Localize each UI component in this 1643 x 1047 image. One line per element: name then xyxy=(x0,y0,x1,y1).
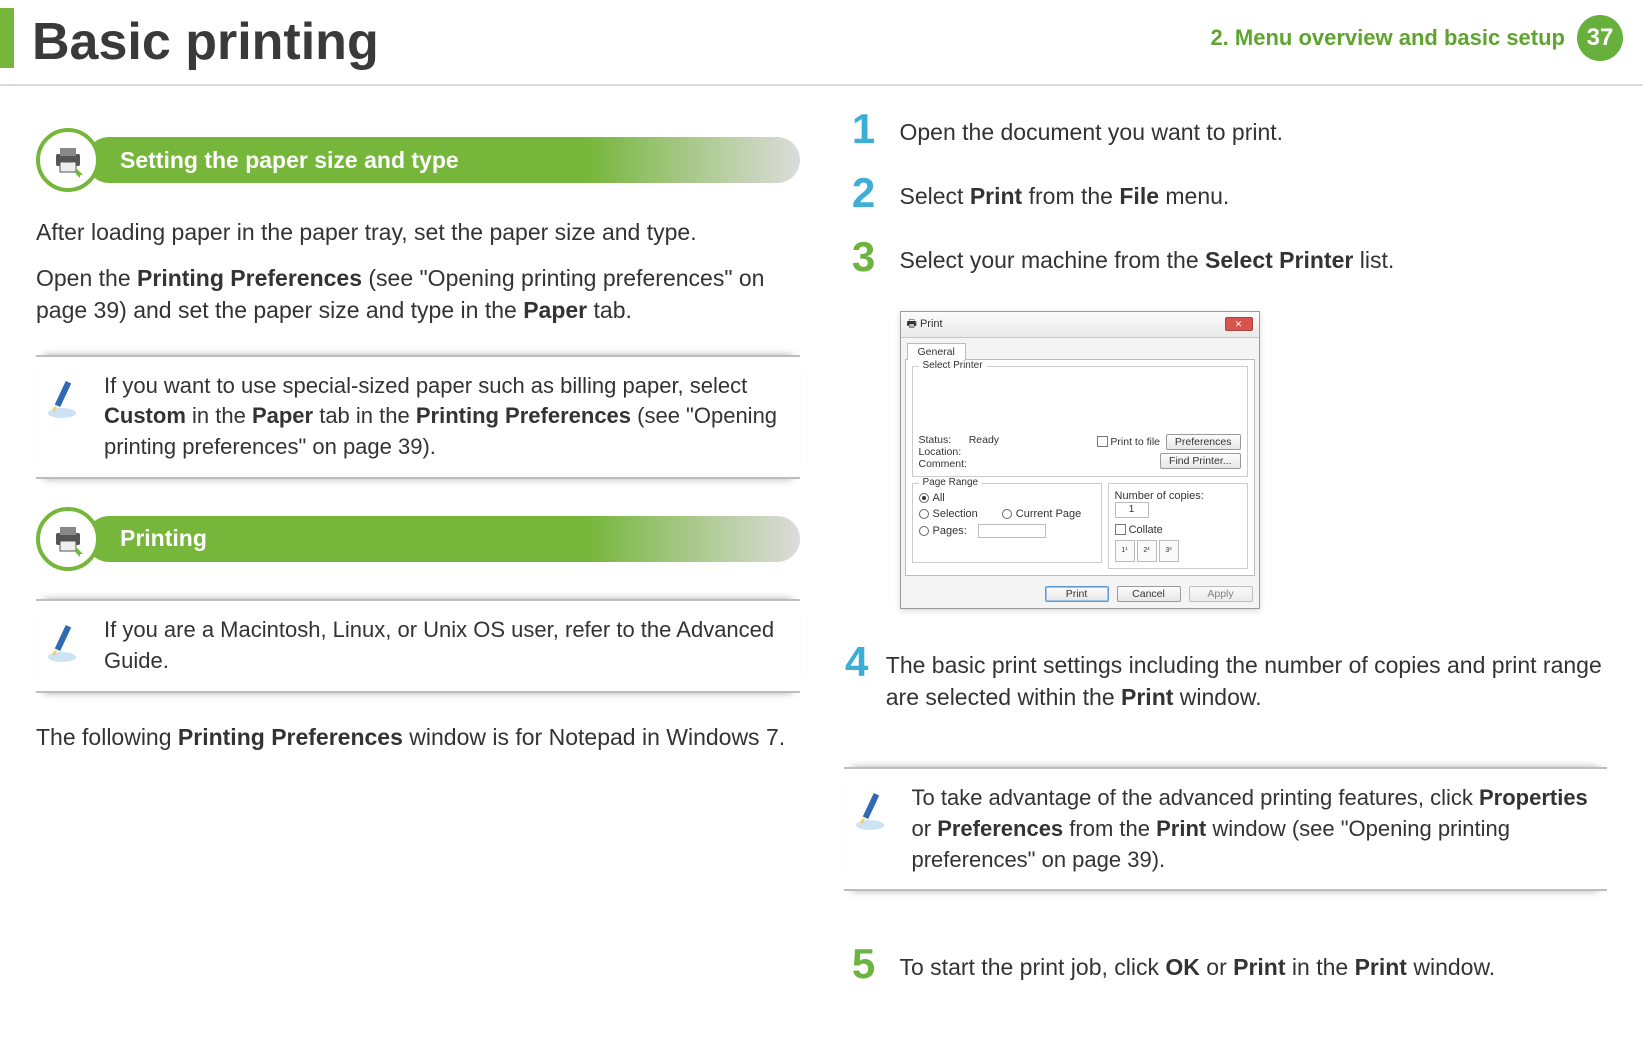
group-select-printer: Select Printer Status: Ready Location: C… xyxy=(912,366,1248,477)
print-dialog: 🖶 Print ✕ General Select Printer Status xyxy=(900,311,1260,609)
collate-preview: 1¹ 2² 3³ xyxy=(1115,540,1241,562)
step-5: 5 To start the print job, click OK or Pr… xyxy=(844,945,1608,983)
step-number: 3 xyxy=(844,238,884,276)
radio-pages[interactable]: Pages: xyxy=(919,524,1095,538)
tab-general[interactable]: General xyxy=(907,343,966,360)
printer-icon-svg xyxy=(50,142,86,178)
dialog-footer: Print Cancel Apply xyxy=(901,580,1259,608)
find-printer-button[interactable]: Find Printer... xyxy=(1160,453,1240,469)
comment-label: Comment: xyxy=(919,458,1000,470)
printer-icon xyxy=(36,128,100,192)
copies-spinner[interactable]: 1 xyxy=(1115,502,1149,518)
steps-list: 1 Open the document you want to print. 2… xyxy=(844,110,1608,984)
right-column: 1 Open the document you want to print. 2… xyxy=(844,110,1608,984)
dialog-close-button[interactable]: ✕ xyxy=(1225,317,1253,331)
banner-paper-title: Setting the paper size and type xyxy=(86,137,800,183)
step-3-text: Select your machine from the Select Prin… xyxy=(900,238,1395,276)
para-notepad-win7: The following Printing Preferences windo… xyxy=(36,721,800,753)
status-value: Ready xyxy=(969,434,999,446)
collate-label: Collate xyxy=(1129,524,1163,536)
collate-checkbox[interactable] xyxy=(1115,524,1126,535)
step-4: 4 The basic print settings including the… xyxy=(844,643,1608,713)
note-pencil-icon xyxy=(848,787,896,835)
group-page-range: Page Range All Selection Current Page Pa… xyxy=(912,483,1102,563)
step-number: 5 xyxy=(844,945,884,983)
section-banner-printing: Printing xyxy=(36,507,800,571)
group-select-printer-label: Select Printer xyxy=(919,360,987,371)
left-column: Setting the paper size and type After lo… xyxy=(36,110,800,984)
note-mac-linux-text: If you are a Macintosh, Linux, or Unix O… xyxy=(104,615,796,677)
printer-list-area[interactable] xyxy=(919,373,1241,428)
print-to-file-checkbox[interactable] xyxy=(1097,436,1108,447)
print-dialog-screenshot: 🖶 Print ✕ General Select Printer Status xyxy=(900,311,1608,609)
step-2-text: Select Print from the File menu. xyxy=(900,174,1230,212)
note-custom-paper-text: If you want to use special-sized paper s… xyxy=(104,371,796,463)
status-label: Status: xyxy=(919,434,952,446)
step-number: 4 xyxy=(844,643,870,681)
para-open-prefs: Open the Printing Preferences (see "Open… xyxy=(36,262,800,326)
step-3: 3 Select your machine from the Select Pr… xyxy=(844,238,1608,276)
step-1: 1 Open the document you want to print. xyxy=(844,110,1608,148)
note-advanced-features-text: To take advantage of the advanced printi… xyxy=(912,783,1604,875)
step-2: 2 Select Print from the File menu. xyxy=(844,174,1608,212)
print-to-file-label: Print to file xyxy=(1110,436,1160,448)
note-custom-paper: If you want to use special-sized paper s… xyxy=(36,355,800,479)
step-number: 1 xyxy=(844,110,884,148)
step-4-text: The basic print settings including the n… xyxy=(886,643,1607,713)
dialog-body: Select Printer Status: Ready Location: C… xyxy=(905,359,1255,576)
note-mac-linux: If you are a Macintosh, Linux, or Unix O… xyxy=(36,599,800,693)
section-banner-paper: Setting the paper size and type xyxy=(36,128,800,192)
page-number-badge: 37 xyxy=(1577,15,1623,61)
status-row: Status: Ready Location: Comment: Print t… xyxy=(919,434,1241,470)
chapter-label: 2. Menu overview and basic setup xyxy=(1210,25,1565,51)
step-5-text: To start the print job, click OK or Prin… xyxy=(900,945,1496,983)
dialog-titlebar: 🖶 Print ✕ xyxy=(901,312,1259,338)
radio-selection[interactable]: Selection xyxy=(919,508,978,520)
pages-input[interactable] xyxy=(978,524,1046,538)
radio-current-page[interactable]: Current Page xyxy=(1002,508,1081,520)
copies-label: Number of copies: xyxy=(1115,490,1204,502)
note-pencil-icon xyxy=(40,619,88,667)
dialog-title-text: 🖶 Print xyxy=(907,315,943,334)
header-left: Basic printing xyxy=(0,8,379,68)
step-1-text: Open the document you want to print. xyxy=(900,110,1284,148)
preferences-button[interactable]: Preferences xyxy=(1166,434,1241,450)
group-page-range-label: Page Range xyxy=(919,477,983,488)
note-pencil-icon xyxy=(40,375,88,423)
page-title: Basic printing xyxy=(32,16,379,68)
header-accent-tab xyxy=(0,8,14,68)
para-after-loading: After loading paper in the paper tray, s… xyxy=(36,216,800,248)
note-advanced-features: To take advantage of the advanced printi… xyxy=(844,767,1608,891)
page-range-row: Page Range All Selection Current Page Pa… xyxy=(912,483,1248,569)
step-number: 2 xyxy=(844,174,884,212)
banner-printing-title: Printing xyxy=(86,516,800,562)
apply-button[interactable]: Apply xyxy=(1189,586,1253,602)
cancel-button[interactable]: Cancel xyxy=(1117,586,1181,602)
group-copies: Number of copies: 1 Collate 1¹ 2² 3³ xyxy=(1108,483,1248,569)
content-columns: Setting the paper size and type After lo… xyxy=(0,86,1643,1008)
location-label: Location: xyxy=(919,446,1000,458)
printer-icon xyxy=(36,507,100,571)
radio-all[interactable]: All xyxy=(919,492,1095,504)
header-right: 2. Menu overview and basic setup 37 xyxy=(1210,15,1623,61)
print-button[interactable]: Print xyxy=(1045,586,1109,602)
page-header: Basic printing 2. Menu overview and basi… xyxy=(0,0,1643,86)
